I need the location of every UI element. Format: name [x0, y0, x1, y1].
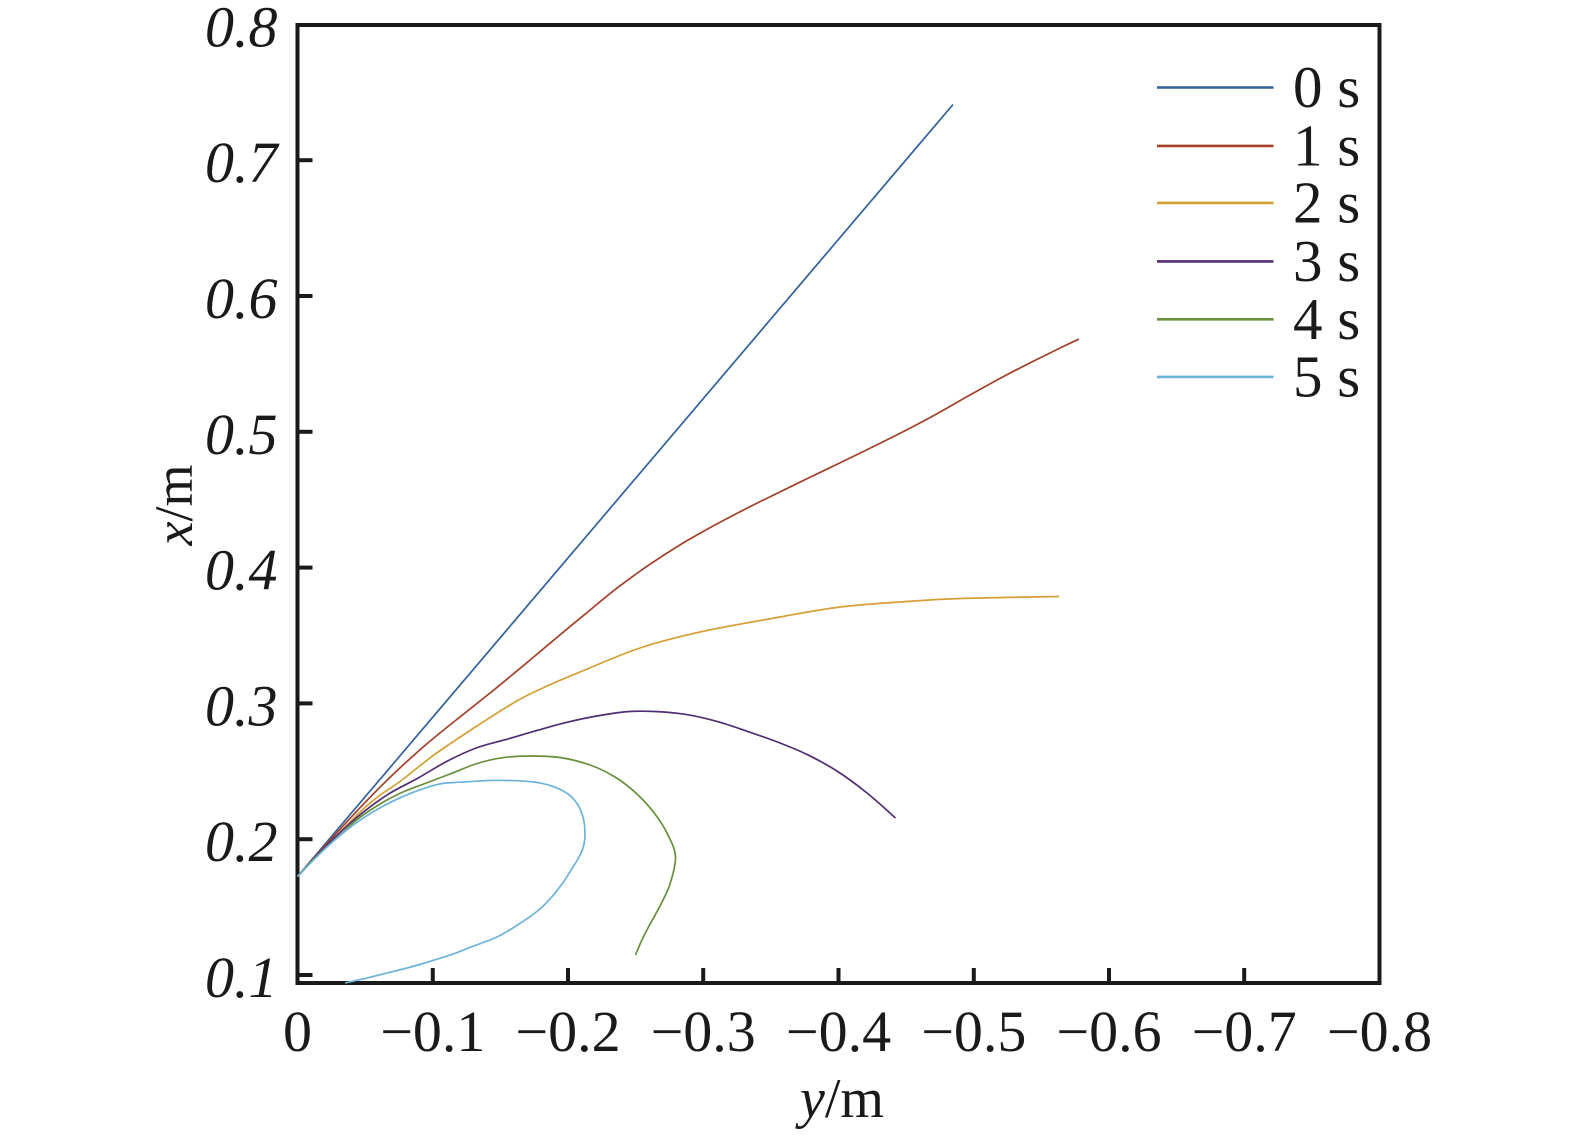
svg-text:0.2: 0.2 — [205, 809, 278, 874]
svg-text:0.8: 0.8 — [205, 0, 278, 59]
svg-text:−0.2: −0.2 — [515, 999, 620, 1064]
svg-text:−0.5: −0.5 — [921, 999, 1026, 1064]
svg-text:0.6: 0.6 — [205, 266, 278, 331]
svg-text:0.4: 0.4 — [205, 538, 278, 603]
svg-text:4 s: 4 s — [1293, 286, 1360, 352]
svg-text:0.3: 0.3 — [205, 673, 278, 738]
svg-text:3 s: 3 s — [1293, 228, 1360, 294]
svg-text:x/m: x/m — [144, 465, 204, 547]
svg-text:−0.4: −0.4 — [786, 999, 891, 1064]
svg-text:5 s: 5 s — [1293, 343, 1360, 409]
svg-text:0.1: 0.1 — [205, 945, 278, 1010]
svg-text:2 s: 2 s — [1293, 169, 1360, 235]
svg-text:0.7: 0.7 — [205, 130, 280, 195]
svg-text:0.5: 0.5 — [205, 402, 278, 467]
svg-text:−0.8: −0.8 — [1327, 999, 1432, 1064]
svg-text:−0.6: −0.6 — [1056, 999, 1161, 1064]
svg-text:0 s: 0 s — [1293, 54, 1360, 120]
svg-text:−0.3: −0.3 — [651, 999, 756, 1064]
svg-text:y/m: y/m — [795, 1068, 884, 1130]
svg-text:1 s: 1 s — [1293, 112, 1360, 178]
svg-text:−0.7: −0.7 — [1192, 999, 1297, 1064]
svg-text:0: 0 — [283, 999, 312, 1064]
svg-text:−0.1: −0.1 — [380, 999, 485, 1064]
